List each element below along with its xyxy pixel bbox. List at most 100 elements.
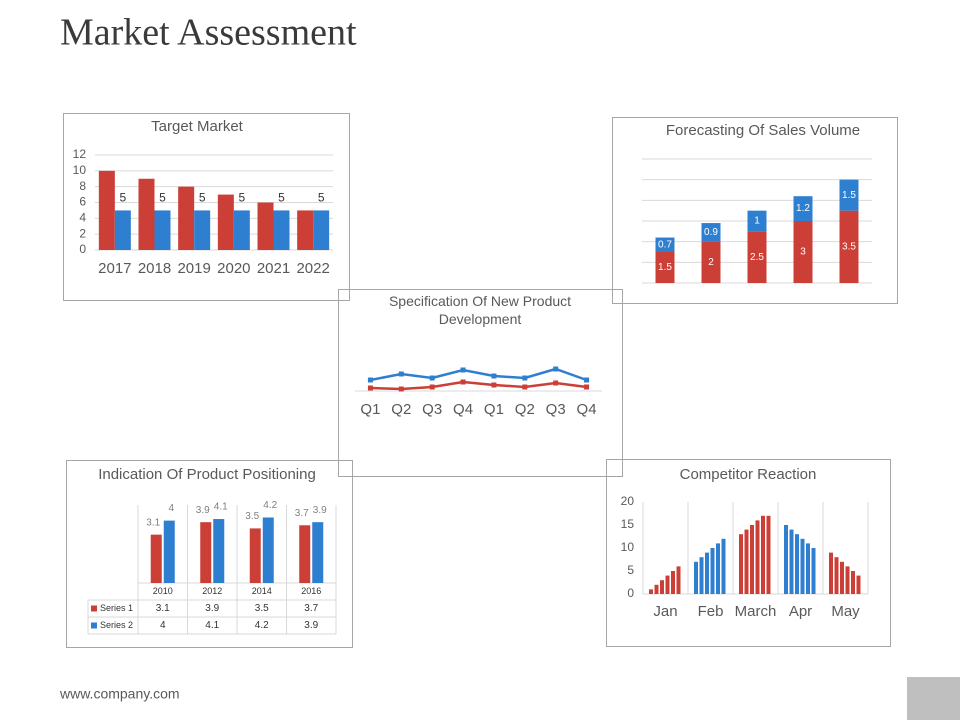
table-cell: 4 <box>160 620 166 631</box>
line <box>370 380 587 391</box>
data-label: 3 <box>800 247 806 258</box>
marker <box>584 377 590 383</box>
corner-block <box>907 677 960 720</box>
y-tick-label: 5 <box>627 563 634 577</box>
bar-segment <box>655 252 675 283</box>
bar <box>766 515 771 594</box>
x-tick-label: 2021 <box>257 260 290 277</box>
legend-key <box>91 622 97 629</box>
bar <box>699 557 704 594</box>
x-tick-label: Q1 <box>360 401 380 418</box>
y-tick-label: 4 <box>79 211 86 225</box>
line <box>370 367 587 382</box>
bar <box>660 580 664 594</box>
bar <box>834 557 839 594</box>
data-label: 3.5 <box>245 511 259 522</box>
data-label: 1.5 <box>658 262 672 273</box>
y-tick-label: 12 <box>73 147 87 161</box>
bar <box>676 566 681 594</box>
y-tick-label: 15 <box>621 517 635 531</box>
marker <box>522 384 528 390</box>
bar-segment <box>839 210 859 283</box>
bar <box>200 522 212 583</box>
footer: www.company.com <box>59 686 180 702</box>
data-label: 1.2 <box>796 203 810 214</box>
bar-segment <box>747 231 767 283</box>
x-tick-label: May <box>831 603 860 620</box>
table-header: 2010 <box>153 586 173 596</box>
data-label: 3.9 <box>196 505 210 516</box>
bar <box>297 210 314 250</box>
x-tick-label: March <box>735 603 777 620</box>
data-label: 2.5 <box>750 252 764 263</box>
data-label: 1.5 <box>842 190 856 201</box>
bar <box>98 170 115 250</box>
bar-segment <box>793 221 813 283</box>
table-cell: 3.5 <box>255 603 269 614</box>
bar <box>694 561 698 594</box>
y-tick-label: 10 <box>73 163 87 177</box>
data-label: 4 <box>168 503 174 514</box>
y-tick-label: 20 <box>621 494 635 508</box>
table-cell: 3.1 <box>156 603 170 614</box>
bar <box>249 528 261 583</box>
data-label: 0.9 <box>704 227 718 238</box>
data-label: 4.1 <box>214 502 228 513</box>
bar <box>312 522 324 583</box>
marker <box>367 377 373 383</box>
table-cell: 3.9 <box>205 603 219 614</box>
bar <box>257 202 274 250</box>
x-tick-label: Q4 <box>453 401 473 418</box>
bar <box>806 543 810 594</box>
x-tick-label: Q2 <box>515 401 535 418</box>
legend-key <box>91 605 97 612</box>
legend-label: Series 1 <box>100 603 133 613</box>
bar <box>750 525 754 594</box>
data-label: 3.7 <box>295 508 309 519</box>
marker <box>491 382 497 388</box>
bar <box>739 534 743 594</box>
chart-frame <box>606 459 891 647</box>
data-label: 5 <box>119 191 126 205</box>
bar <box>761 515 765 594</box>
y-tick-label: 6 <box>79 195 86 209</box>
data-label: 5 <box>238 191 245 205</box>
table-cell: 3.9 <box>304 620 318 631</box>
bar <box>840 561 844 594</box>
x-tick-label: 2017 <box>98 260 131 277</box>
bar <box>299 525 311 583</box>
x-tick-label: Q2 <box>391 401 411 418</box>
bar <box>671 571 675 594</box>
data-label: 3.9 <box>313 505 327 516</box>
x-tick-label: Jan <box>653 603 677 620</box>
bar <box>784 525 788 594</box>
y-tick-label: 2 <box>79 226 86 240</box>
data-label: 3.1 <box>146 517 160 528</box>
bar-segment <box>701 223 721 242</box>
marker <box>491 373 497 379</box>
chart-title: Forecasting Of Sales Volume <box>666 122 860 139</box>
bar <box>851 571 855 594</box>
chart-frame <box>63 113 350 301</box>
chart-frame <box>66 460 353 648</box>
marker <box>429 375 435 381</box>
bar <box>262 517 274 583</box>
table-cell: 4.2 <box>255 620 269 631</box>
bar <box>114 210 131 250</box>
marker <box>522 375 528 381</box>
table-header: 2014 <box>252 586 272 596</box>
bar <box>744 529 749 594</box>
table-cell: 4.1 <box>205 620 219 631</box>
y-tick-label: 0 <box>79 242 86 256</box>
marker <box>460 367 466 373</box>
bar <box>138 178 155 250</box>
marker <box>398 371 404 377</box>
bar-segment <box>655 237 675 252</box>
bar <box>213 519 225 583</box>
chart-frame <box>338 289 623 477</box>
chart-title-box: Specification Of New Product Development <box>389 293 571 327</box>
bar-segment <box>701 241 721 283</box>
bar-segment <box>839 179 859 211</box>
bar <box>795 534 799 594</box>
